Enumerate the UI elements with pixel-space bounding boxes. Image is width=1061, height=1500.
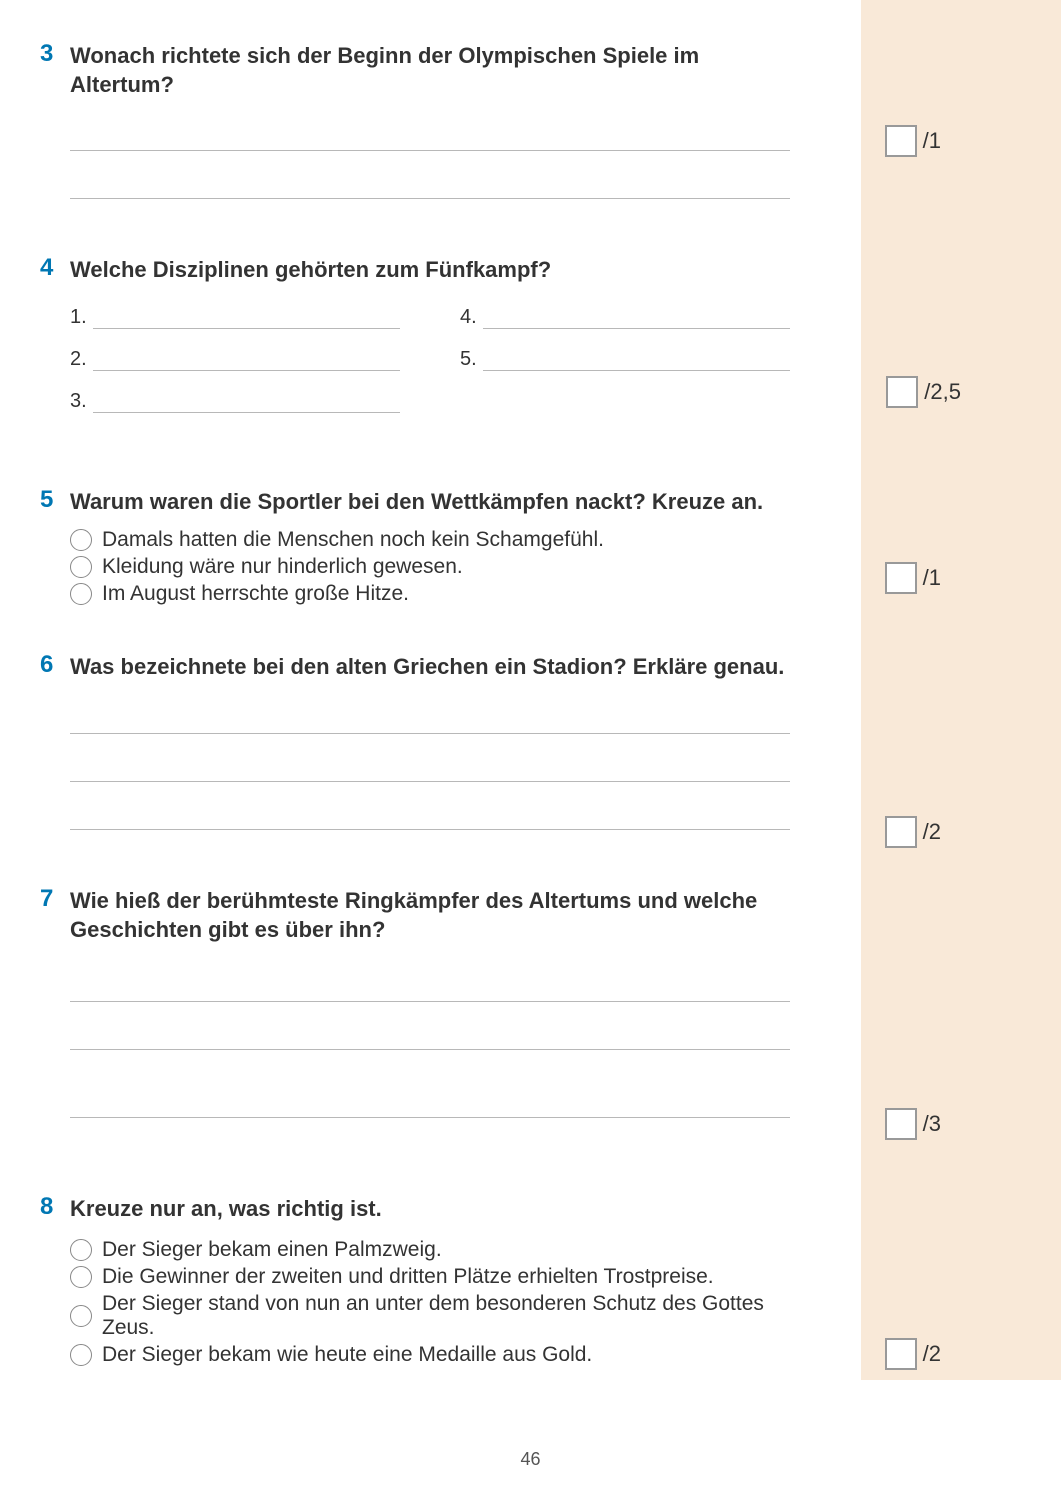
answer-line[interactable] bbox=[93, 347, 400, 371]
item-number: 5. bbox=[460, 348, 477, 371]
content-area: 3 Wonach richtete sich der Beginn der Ol… bbox=[40, 40, 810, 1367]
question-4: 4 Welche Disziplinen gehörten zum Fünfka… bbox=[40, 254, 790, 431]
question-number: 4 bbox=[40, 254, 70, 282]
question-3: 3 Wonach richtete sich der Beginn der Ol… bbox=[40, 40, 790, 199]
question-number: 6 bbox=[40, 651, 70, 679]
question-text: Welche Disziplinen gehörten zum Fünfkamp… bbox=[70, 254, 551, 285]
option-text: Kleidung wäre nur hinderlich gewesen. bbox=[102, 555, 463, 579]
option-text: Damals hatten die Menschen noch kein Sch… bbox=[102, 528, 604, 552]
score-box-q4: /2,5 bbox=[886, 376, 961, 408]
option-item: Der Sieger bekam wie heute eine Medaille… bbox=[70, 1343, 790, 1367]
points-label: /2 bbox=[923, 819, 941, 845]
score-box-q7: /3 bbox=[885, 1108, 941, 1140]
item-number: 3. bbox=[70, 390, 87, 413]
option-item: Der Sieger stand von nun an unter dem be… bbox=[70, 1292, 790, 1340]
points-label: /2,5 bbox=[924, 379, 961, 405]
question-number: 8 bbox=[40, 1193, 70, 1221]
option-item: Im August herrschte große Hitze. bbox=[70, 582, 790, 606]
question-8: 8 Kreuze nur an, was richtig ist. Der Si… bbox=[40, 1193, 790, 1367]
worksheet-page: 3 Wonach richtete sich der Beginn der Ol… bbox=[0, 0, 1061, 1500]
answer-line[interactable] bbox=[70, 962, 790, 1002]
score-box-q6: /2 bbox=[885, 816, 941, 848]
radio-circle[interactable] bbox=[70, 529, 92, 551]
score-box-q3: /1 bbox=[885, 125, 941, 157]
option-text: Der Sieger bekam einen Palmzweig. bbox=[102, 1238, 442, 1262]
answer-line[interactable] bbox=[93, 305, 400, 329]
question-header: 7 Wie hieß der berühmteste Ringkämpfer d… bbox=[40, 885, 790, 944]
question-text: Wie hieß der berühmteste Ringkämpfer des… bbox=[70, 885, 790, 944]
score-box-q5: /1 bbox=[885, 562, 941, 594]
question-text: Warum waren die Sportler bei den Wettkäm… bbox=[70, 486, 763, 517]
answer-line[interactable] bbox=[93, 389, 400, 413]
question-text: Wonach richtete sich der Beginn der Olym… bbox=[70, 40, 790, 99]
score-column bbox=[861, 0, 1061, 1380]
question-5: 5 Warum waren die Sportler bei den Wettk… bbox=[40, 486, 790, 607]
score-input[interactable] bbox=[885, 1338, 917, 1370]
radio-circle[interactable] bbox=[70, 583, 92, 605]
question-text: Kreuze nur an, was richtig ist. bbox=[70, 1193, 382, 1224]
answer-area bbox=[70, 111, 790, 199]
list-item: 2. bbox=[70, 347, 400, 371]
item-number: 1. bbox=[70, 306, 87, 329]
list-item: 3. bbox=[70, 389, 400, 413]
answer-area bbox=[70, 694, 790, 830]
answer-line[interactable] bbox=[70, 1010, 790, 1050]
score-input[interactable] bbox=[885, 562, 917, 594]
answer-line[interactable] bbox=[483, 305, 790, 329]
question-number: 3 bbox=[40, 40, 70, 68]
options-group: Damals hatten die Menschen noch kein Sch… bbox=[70, 528, 790, 606]
question-number: 5 bbox=[40, 486, 70, 514]
radio-circle[interactable] bbox=[70, 1305, 92, 1327]
score-input[interactable] bbox=[885, 816, 917, 848]
list-item: 5. bbox=[460, 347, 790, 371]
list-column-left: 1. 2. 3. bbox=[70, 305, 400, 431]
answer-line[interactable] bbox=[483, 347, 790, 371]
list-item: 1. bbox=[70, 305, 400, 329]
question-header: 5 Warum waren die Sportler bei den Wettk… bbox=[40, 486, 790, 517]
answer-line[interactable] bbox=[70, 159, 790, 199]
radio-circle[interactable] bbox=[70, 1266, 92, 1288]
radio-circle[interactable] bbox=[70, 1239, 92, 1261]
answer-area bbox=[70, 962, 790, 1118]
question-7: 7 Wie hieß der berühmteste Ringkämpfer d… bbox=[40, 885, 790, 1118]
score-input[interactable] bbox=[885, 1108, 917, 1140]
score-box-q8: /2 bbox=[885, 1338, 941, 1370]
list-column-right: 4. 5. bbox=[460, 305, 790, 431]
question-header: 8 Kreuze nur an, was richtig ist. bbox=[40, 1193, 790, 1224]
question-header: 6 Was bezeichnete bei den alten Griechen… bbox=[40, 651, 790, 682]
option-text: Im August herrschte große Hitze. bbox=[102, 582, 409, 606]
radio-circle[interactable] bbox=[70, 556, 92, 578]
answer-line[interactable] bbox=[70, 694, 790, 734]
numbered-list: 1. 2. 3. 4. 5. bbox=[70, 305, 790, 431]
points-label: /2 bbox=[923, 1341, 941, 1367]
score-input[interactable] bbox=[885, 125, 917, 157]
option-text: Der Sieger stand von nun an unter dem be… bbox=[102, 1292, 790, 1340]
answer-line[interactable] bbox=[70, 111, 790, 151]
option-item: Der Sieger bekam einen Palmzweig. bbox=[70, 1238, 790, 1262]
question-header: 3 Wonach richtete sich der Beginn der Ol… bbox=[40, 40, 790, 99]
points-label: /1 bbox=[923, 128, 941, 154]
answer-line[interactable] bbox=[70, 1078, 790, 1118]
list-item: 4. bbox=[460, 305, 790, 329]
points-label: /1 bbox=[923, 565, 941, 591]
radio-circle[interactable] bbox=[70, 1344, 92, 1366]
points-label: /3 bbox=[923, 1111, 941, 1137]
item-number: 2. bbox=[70, 348, 87, 371]
option-item: Kleidung wäre nur hinderlich gewesen. bbox=[70, 555, 790, 579]
score-input[interactable] bbox=[886, 376, 918, 408]
question-number: 7 bbox=[40, 885, 70, 913]
option-text: Die Gewinner der zweiten und dritten Plä… bbox=[102, 1265, 714, 1289]
option-item: Damals hatten die Menschen noch kein Sch… bbox=[70, 528, 790, 552]
item-number: 4. bbox=[460, 306, 477, 329]
answer-line[interactable] bbox=[70, 742, 790, 782]
question-header: 4 Welche Disziplinen gehörten zum Fünfka… bbox=[40, 254, 790, 285]
option-text: Der Sieger bekam wie heute eine Medaille… bbox=[102, 1343, 592, 1367]
question-6: 6 Was bezeichnete bei den alten Griechen… bbox=[40, 651, 790, 830]
question-text: Was bezeichnete bei den alten Griechen e… bbox=[70, 651, 784, 682]
option-item: Die Gewinner der zweiten und dritten Plä… bbox=[70, 1265, 790, 1289]
answer-line[interactable] bbox=[70, 790, 790, 830]
options-group: Der Sieger bekam einen Palmzweig. Die Ge… bbox=[70, 1238, 790, 1367]
page-number: 46 bbox=[0, 1449, 1061, 1470]
